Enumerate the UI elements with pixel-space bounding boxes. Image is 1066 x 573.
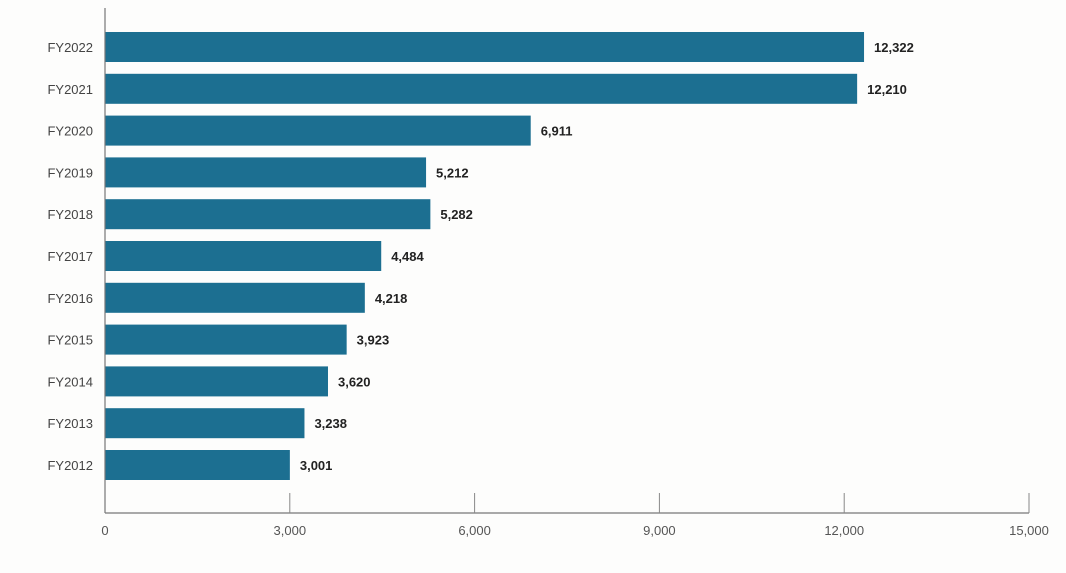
data-label: 4,484 (391, 249, 424, 264)
data-label: 12,322 (874, 40, 914, 55)
x-tick-label: 3,000 (274, 523, 307, 538)
category-label: FY2015 (47, 333, 93, 348)
data-label: 3,001 (300, 458, 333, 473)
data-label: 3,620 (338, 374, 371, 389)
category-label: FY2014 (47, 374, 93, 389)
bar-fy2019 (105, 157, 427, 188)
category-label: FY2020 (47, 124, 93, 139)
x-tick-label: 15,000 (1009, 523, 1049, 538)
data-label: 5,212 (436, 165, 469, 180)
category-label: FY2018 (47, 207, 93, 222)
data-label: 3,923 (357, 333, 390, 348)
category-label: FY2021 (47, 82, 93, 97)
category-label: FY2019 (47, 165, 93, 180)
category-label: FY2017 (47, 249, 93, 264)
data-label: 4,218 (375, 291, 408, 306)
bar-fy2015 (105, 324, 347, 355)
x-tick-label: 0 (101, 523, 108, 538)
bar-fy2017 (105, 241, 382, 271)
bar-fy2022 (105, 32, 865, 62)
data-label: 12,210 (867, 82, 907, 97)
bar-fy2018 (105, 199, 431, 230)
category-label: FY2016 (47, 291, 93, 306)
bar-fy2012 (105, 450, 290, 480)
data-label: 3,238 (314, 416, 347, 431)
bar-fy2020 (105, 115, 531, 146)
x-tick-label: 12,000 (824, 523, 864, 538)
data-label: 6,911 (541, 124, 573, 139)
bar-fy2014 (105, 366, 328, 397)
data-label: 5,282 (440, 207, 473, 222)
bar-fy2013 (105, 408, 305, 439)
x-tick-label: 6,000 (458, 523, 491, 538)
category-label: FY2013 (47, 416, 93, 431)
x-tick-label: 9,000 (643, 523, 676, 538)
category-label: FY2022 (47, 40, 93, 55)
category-label: FY2012 (47, 458, 93, 473)
bar-fy2016 (105, 282, 365, 313)
bar-fy2021 (105, 73, 858, 104)
